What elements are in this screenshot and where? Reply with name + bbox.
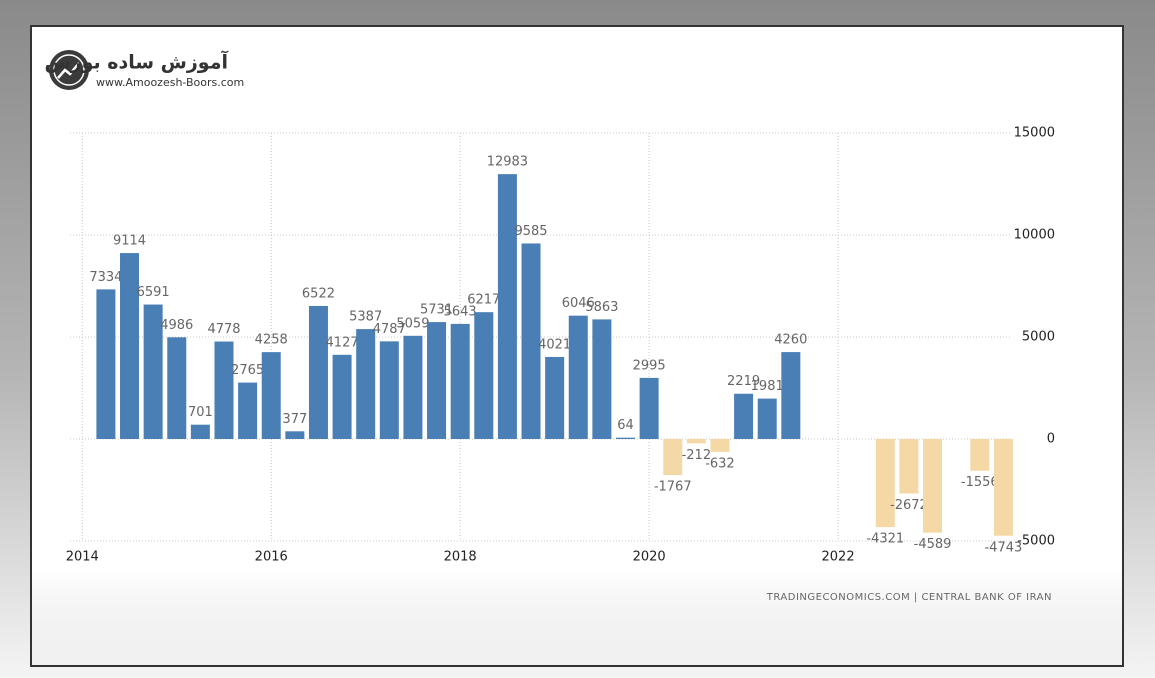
- bar: [261, 352, 281, 439]
- bar: [356, 329, 376, 439]
- value-label: -1556: [961, 475, 999, 490]
- value-label: 5059: [396, 316, 429, 331]
- bar: [190, 424, 210, 439]
- x-tick-label: 2018: [444, 550, 477, 565]
- bar: [214, 341, 234, 439]
- bar: [710, 439, 730, 452]
- bar: [686, 439, 706, 444]
- value-label: 5387: [349, 310, 382, 325]
- value-label: -4589: [914, 537, 952, 552]
- logo-title: آموزش ساده بورس: [44, 50, 228, 74]
- value-label: 4260: [774, 333, 807, 348]
- y-tick-label: 10000: [1014, 228, 1055, 243]
- bar: [285, 431, 305, 439]
- value-label: 4787: [373, 322, 406, 337]
- bar: [639, 377, 659, 439]
- value-label: 9585: [514, 224, 547, 239]
- bar: [450, 323, 470, 439]
- bar: [592, 319, 612, 439]
- bar: [757, 398, 777, 439]
- value-label: 12983: [487, 155, 528, 170]
- bar: [734, 393, 754, 439]
- value-label: 4986: [160, 318, 193, 333]
- value-label: 377: [282, 412, 307, 427]
- value-label: 6217: [467, 293, 500, 308]
- bar: [167, 337, 187, 439]
- x-tick-label: 2020: [633, 550, 666, 565]
- value-label: -2672: [890, 498, 928, 513]
- bar: [899, 439, 919, 494]
- bar: [238, 382, 258, 439]
- bar: [923, 439, 943, 533]
- bar: [875, 439, 895, 528]
- value-label: 5731: [420, 303, 453, 318]
- bar: [497, 174, 517, 440]
- x-tick-label: 2022: [822, 550, 855, 565]
- value-label: 4021: [538, 337, 571, 352]
- bar: [332, 354, 352, 439]
- bar: [545, 356, 565, 439]
- bar: [120, 253, 140, 439]
- value-label: -632: [705, 456, 735, 471]
- bar: [308, 305, 328, 439]
- value-label: 2219: [727, 374, 760, 389]
- x-tick-label: 2014: [66, 550, 99, 565]
- x-tick-label: 2016: [255, 550, 288, 565]
- value-label: 6591: [137, 285, 170, 300]
- value-label: -212: [682, 448, 712, 463]
- bar: [781, 352, 801, 439]
- bar: [379, 341, 399, 439]
- value-label: -4743: [984, 540, 1022, 555]
- bar: [993, 439, 1013, 536]
- value-label: 4258: [255, 333, 288, 348]
- value-label: 701: [188, 405, 213, 420]
- value-label: 7334: [89, 270, 122, 285]
- y-tick-label: -5000: [1017, 534, 1055, 549]
- value-label: 9114: [113, 234, 146, 249]
- value-label: -4321: [866, 532, 904, 547]
- bar: [663, 439, 683, 476]
- y-tick-label: 15000: [1014, 126, 1055, 141]
- value-label: 2765: [231, 363, 264, 378]
- source: TRADINGECONOMICS.COM | CENTRAL BANK OF I…: [766, 592, 1052, 603]
- bar: [615, 437, 635, 439]
- value-label: 6522: [302, 286, 335, 301]
- logo: آموزش ساده بورس www.Amoozesh-Boors.com: [44, 50, 244, 90]
- value-label: 5643: [444, 304, 477, 319]
- bar: [427, 322, 447, 439]
- bar: [970, 439, 990, 471]
- bar: [521, 243, 541, 439]
- value-label: 4778: [207, 322, 240, 337]
- value-label: 1981: [751, 379, 784, 394]
- y-tick-label: 0: [1047, 432, 1055, 447]
- value-label: 2995: [633, 358, 666, 373]
- y-tick-label: 5000: [1022, 330, 1055, 345]
- bar: [568, 315, 588, 439]
- bar: [96, 289, 116, 439]
- value-label: 5863: [585, 300, 618, 315]
- value-label: 6046: [562, 296, 595, 311]
- value-label: 4127: [326, 335, 359, 350]
- bar: [474, 312, 494, 439]
- value-label: 64: [617, 418, 634, 433]
- logo-url: www.Amoozesh-Boors.com: [96, 76, 244, 89]
- bar: [143, 304, 163, 439]
- bar: [403, 335, 423, 439]
- value-label: -1767: [654, 480, 692, 495]
